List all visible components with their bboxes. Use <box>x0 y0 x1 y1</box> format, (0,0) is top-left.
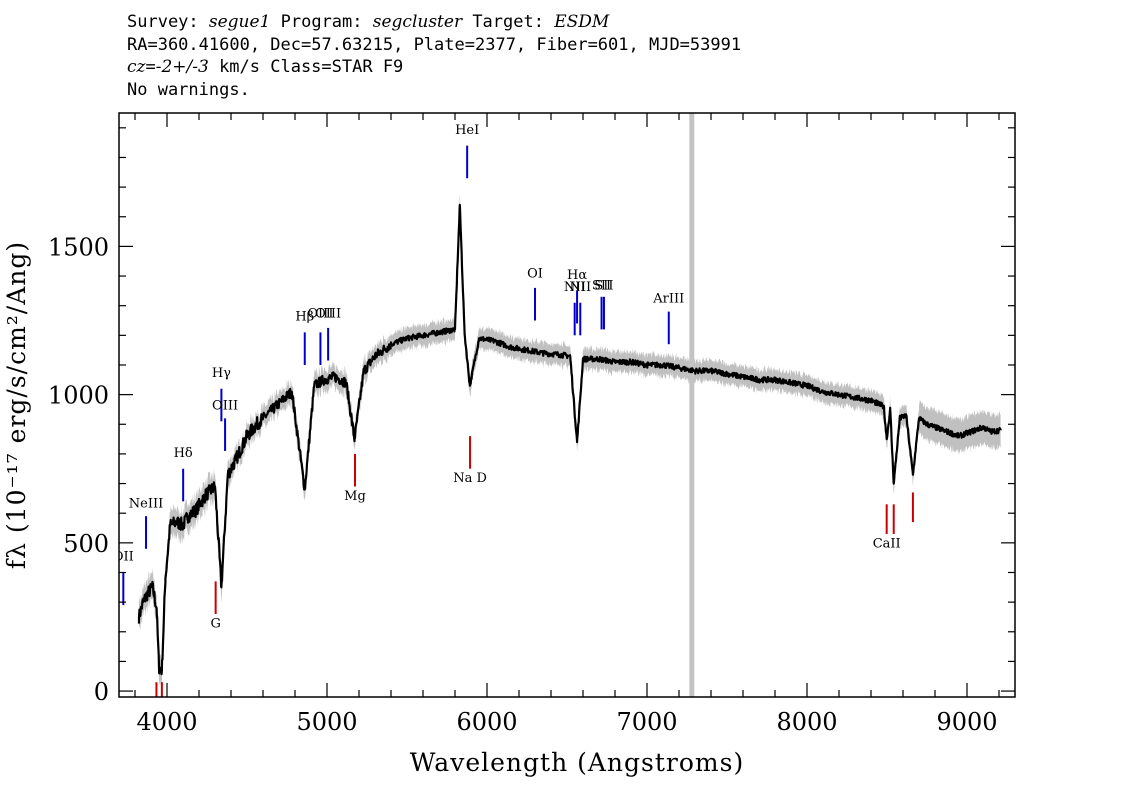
header-line-3: cz=-2+/-3 km/s Class=STAR F9 <box>127 56 741 79</box>
emission-line-label: SII <box>594 278 613 293</box>
emission-line-label: OIII <box>212 398 238 413</box>
x-tick-label: 7000 <box>616 708 677 736</box>
x-tick-label: 8000 <box>776 708 837 736</box>
y-tick-label: 1500 <box>48 233 109 261</box>
cz-rest: km/s Class=STAR F9 <box>208 57 404 77</box>
target-label: Target: <box>462 12 555 32</box>
emission-line-label: SII <box>592 278 611 293</box>
survey-value: segue1 <box>208 12 271 32</box>
x-axis-title: Wavelength (Angstroms) <box>410 748 744 777</box>
survey-label: Survey: <box>127 12 209 32</box>
axes-frame <box>118 112 1016 698</box>
cz-equals: = <box>145 57 156 77</box>
emission-line-label: Hβ <box>295 310 314 325</box>
y-tick-label: 0 <box>94 678 109 706</box>
y-tick-label: 500 <box>63 530 109 558</box>
emission-line-label: HeI <box>455 123 479 138</box>
x-tick-label: 6000 <box>456 708 517 736</box>
y-tick-label: 1000 <box>48 382 109 410</box>
plot-frame <box>118 112 1016 698</box>
emission-line-label: OI <box>527 267 543 282</box>
program-label: Program: <box>270 12 373 32</box>
emission-line-label: OIII <box>315 307 341 322</box>
emission-line-label: OIII <box>307 307 333 322</box>
cz-label: cz <box>127 57 146 77</box>
absorption-line-label: CaII <box>873 536 901 551</box>
header-line-2: RA=360.41600, Dec=57.63215, Plate=2377, … <box>127 34 742 55</box>
emission-line-label: NeIII <box>129 496 163 511</box>
absorption-line-label: Mg <box>344 489 366 504</box>
emission-line-label: Hγ <box>212 366 231 381</box>
absorption-line-label: Na D <box>453 471 487 486</box>
program-value: segcluster <box>372 12 463 32</box>
absorption-line-label: G <box>210 616 220 631</box>
x-tick-label: 9000 <box>936 708 997 736</box>
flux-series-line <box>137 203 1002 676</box>
cz-value: -2+/-3 <box>155 57 209 77</box>
emission-line-label: OII <box>113 550 134 565</box>
emission-line-label: Hα <box>567 268 587 283</box>
header-line-4: No warnings. <box>127 79 250 100</box>
axis-labels: 4000 5000 6000 7000 8000 9000 0 500 1000 1500 Wave… <box>2 233 998 777</box>
emission-line-label: NII <box>569 280 591 295</box>
target-value: ESDM <box>554 12 610 32</box>
x-tick-label: 5000 <box>296 708 357 736</box>
emission-line-label: Hδ <box>174 446 193 461</box>
emission-line-label: ArIII <box>652 292 684 307</box>
spectrum-header: Survey: segue1 Program: segcluster Targe… <box>127 11 741 101</box>
header-line-1: Survey: segue1 Program: segcluster Targe… <box>127 11 741 34</box>
y-axis-title: fλ (10⁻¹⁷ erg/s/cm²/Ang) <box>2 241 31 569</box>
x-tick-label: 4000 <box>136 708 197 736</box>
emission-line-label: NII <box>564 280 586 295</box>
